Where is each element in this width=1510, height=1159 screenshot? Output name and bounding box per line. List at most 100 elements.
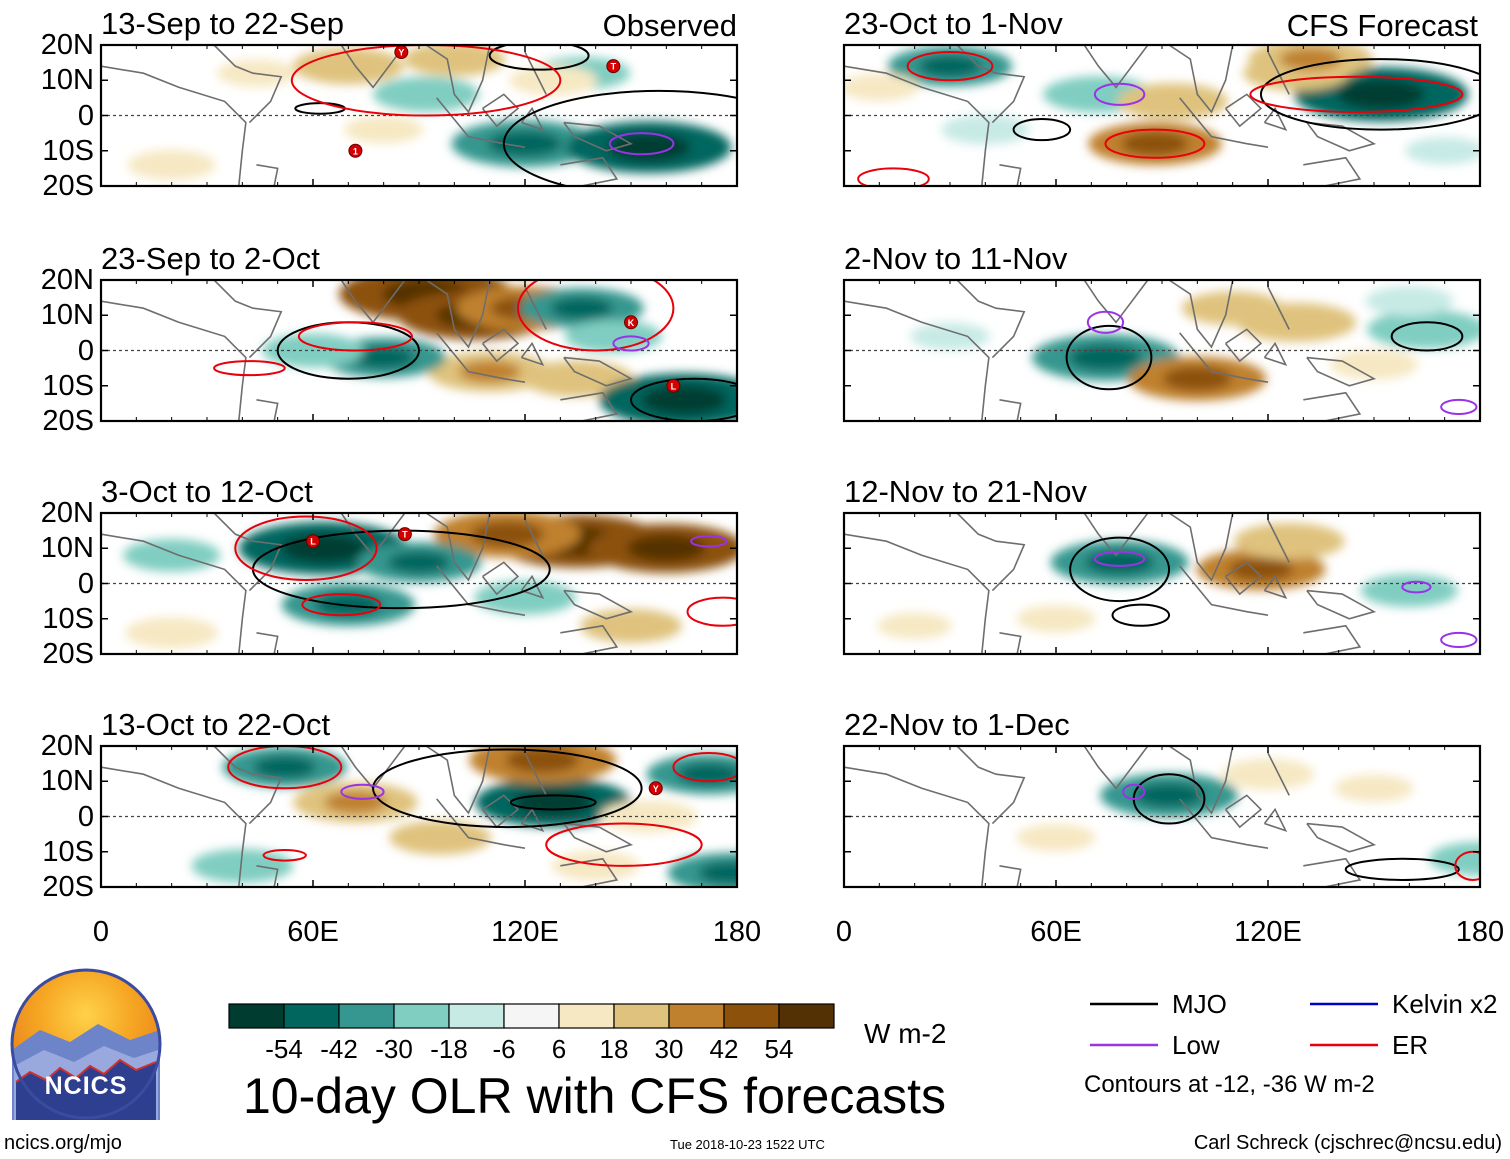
legend-lines [1090,1002,1378,1047]
footer-url[interactable]: ncics.org/mjo [4,1132,122,1154]
olr-anomaly-core [253,756,316,779]
y-tick-label: 20N [40,29,94,61]
coastline [1179,565,1269,617]
olr-anomaly-core [698,861,737,884]
panel-column-tag: Observed [602,8,737,43]
contour-low [1401,580,1432,594]
coastline [213,280,283,359]
olr-anomaly [1181,291,1284,326]
coastline [481,93,520,128]
contour-low [1093,550,1146,567]
contour-er [906,51,994,82]
coastline [563,356,634,387]
coastline [1303,391,1362,421]
panel-3: Y [99,744,739,889]
coastline [1168,280,1234,349]
coastline [1224,93,1263,128]
contour-er [857,167,930,186]
coastline [524,51,547,95]
legend-low: Low [1172,1030,1220,1060]
x-tick-label: 180 [1455,916,1505,948]
coastline [1267,752,1290,796]
olr-anomaly-core [324,791,387,814]
coastline [1224,328,1263,363]
coastline [101,65,247,186]
coastline [340,45,406,89]
storm-marker [397,527,412,542]
coastline [1224,794,1263,829]
olr-anomaly-core [514,788,593,816]
coastline [1179,97,1269,149]
coastline [560,624,619,654]
storm-label: T [611,62,617,72]
colorbar-tick-label: 54 [764,1034,794,1064]
storm-marker [306,534,320,549]
y-tick-label: 10S [42,602,94,635]
olr-anomaly [403,45,506,77]
panel-period-title: 13-Oct to 22-Oct [101,707,331,742]
coastline [999,865,1022,887]
legend-kelvin: Kelvin x2 [1392,989,1498,1019]
coastline [999,399,1022,421]
panel-1: KL [99,278,739,423]
coastline [101,533,247,654]
panel-5 [842,278,1482,423]
panel-period-title: 23-Oct to 1-Nov [844,6,1063,41]
coastline [844,533,990,654]
coastline [560,156,619,186]
contour-er [545,822,703,867]
storm-label: L [671,381,677,391]
y-tick-label: 10N [40,64,94,97]
coastline [956,45,1026,124]
contour-er [227,746,343,790]
contour-mjo [1111,603,1171,627]
olr-anomaly [580,608,682,643]
contour-low [608,132,675,156]
coastline [213,45,283,124]
x-tick-label: 120E [1234,916,1302,948]
coastline [213,513,283,592]
x-tick-label: 120E [491,916,559,948]
olr-anomaly-core [387,551,451,574]
legend-mjo: MJO [1172,989,1227,1019]
panel-period-title: 2-Nov to 11-Nov [844,241,1068,276]
colorbar-tick-label: -30 [375,1034,413,1064]
coastline [1263,807,1288,832]
coastline [563,822,634,853]
panel-2: LT [99,511,739,656]
contour-mjo [372,748,643,829]
olr-anomaly [1016,823,1096,852]
y-tick-label: 20S [42,405,94,437]
olr-anomaly [509,65,598,96]
coastline [1179,332,1269,384]
contour-low [612,335,650,352]
coastline [436,565,526,617]
y-tick-label: 20S [42,871,94,903]
contour-er [301,593,382,617]
y-tick-label: 0 [77,334,94,367]
y-tick-label: 20N [40,497,94,529]
y-tick-label: 10S [42,134,94,167]
chart-title: 10-day OLR with CFS forecasts [243,1068,947,1124]
contour-er [297,321,413,352]
coastline [956,280,1026,359]
coastline [1303,624,1362,654]
olr-anomaly [910,322,990,351]
coastline [256,399,279,421]
coastline [481,794,520,829]
olr-anomaly [344,115,424,144]
panel-period-title: 13-Sep to 22-Sep [101,6,345,41]
y-tick-label: 20S [42,638,94,670]
coastline [436,798,526,850]
coastline [1083,513,1149,557]
coastline [844,766,990,887]
contour-er [290,45,562,117]
olr-anomaly [941,114,1030,145]
storm-marker [648,781,663,796]
y-tick-label: 10S [42,835,94,868]
contour-er [686,596,737,627]
y-tick-label: 10N [40,765,94,798]
olr-anomaly [1429,841,1480,876]
coastline [956,746,1026,825]
y-tick-label: 0 [77,99,94,132]
